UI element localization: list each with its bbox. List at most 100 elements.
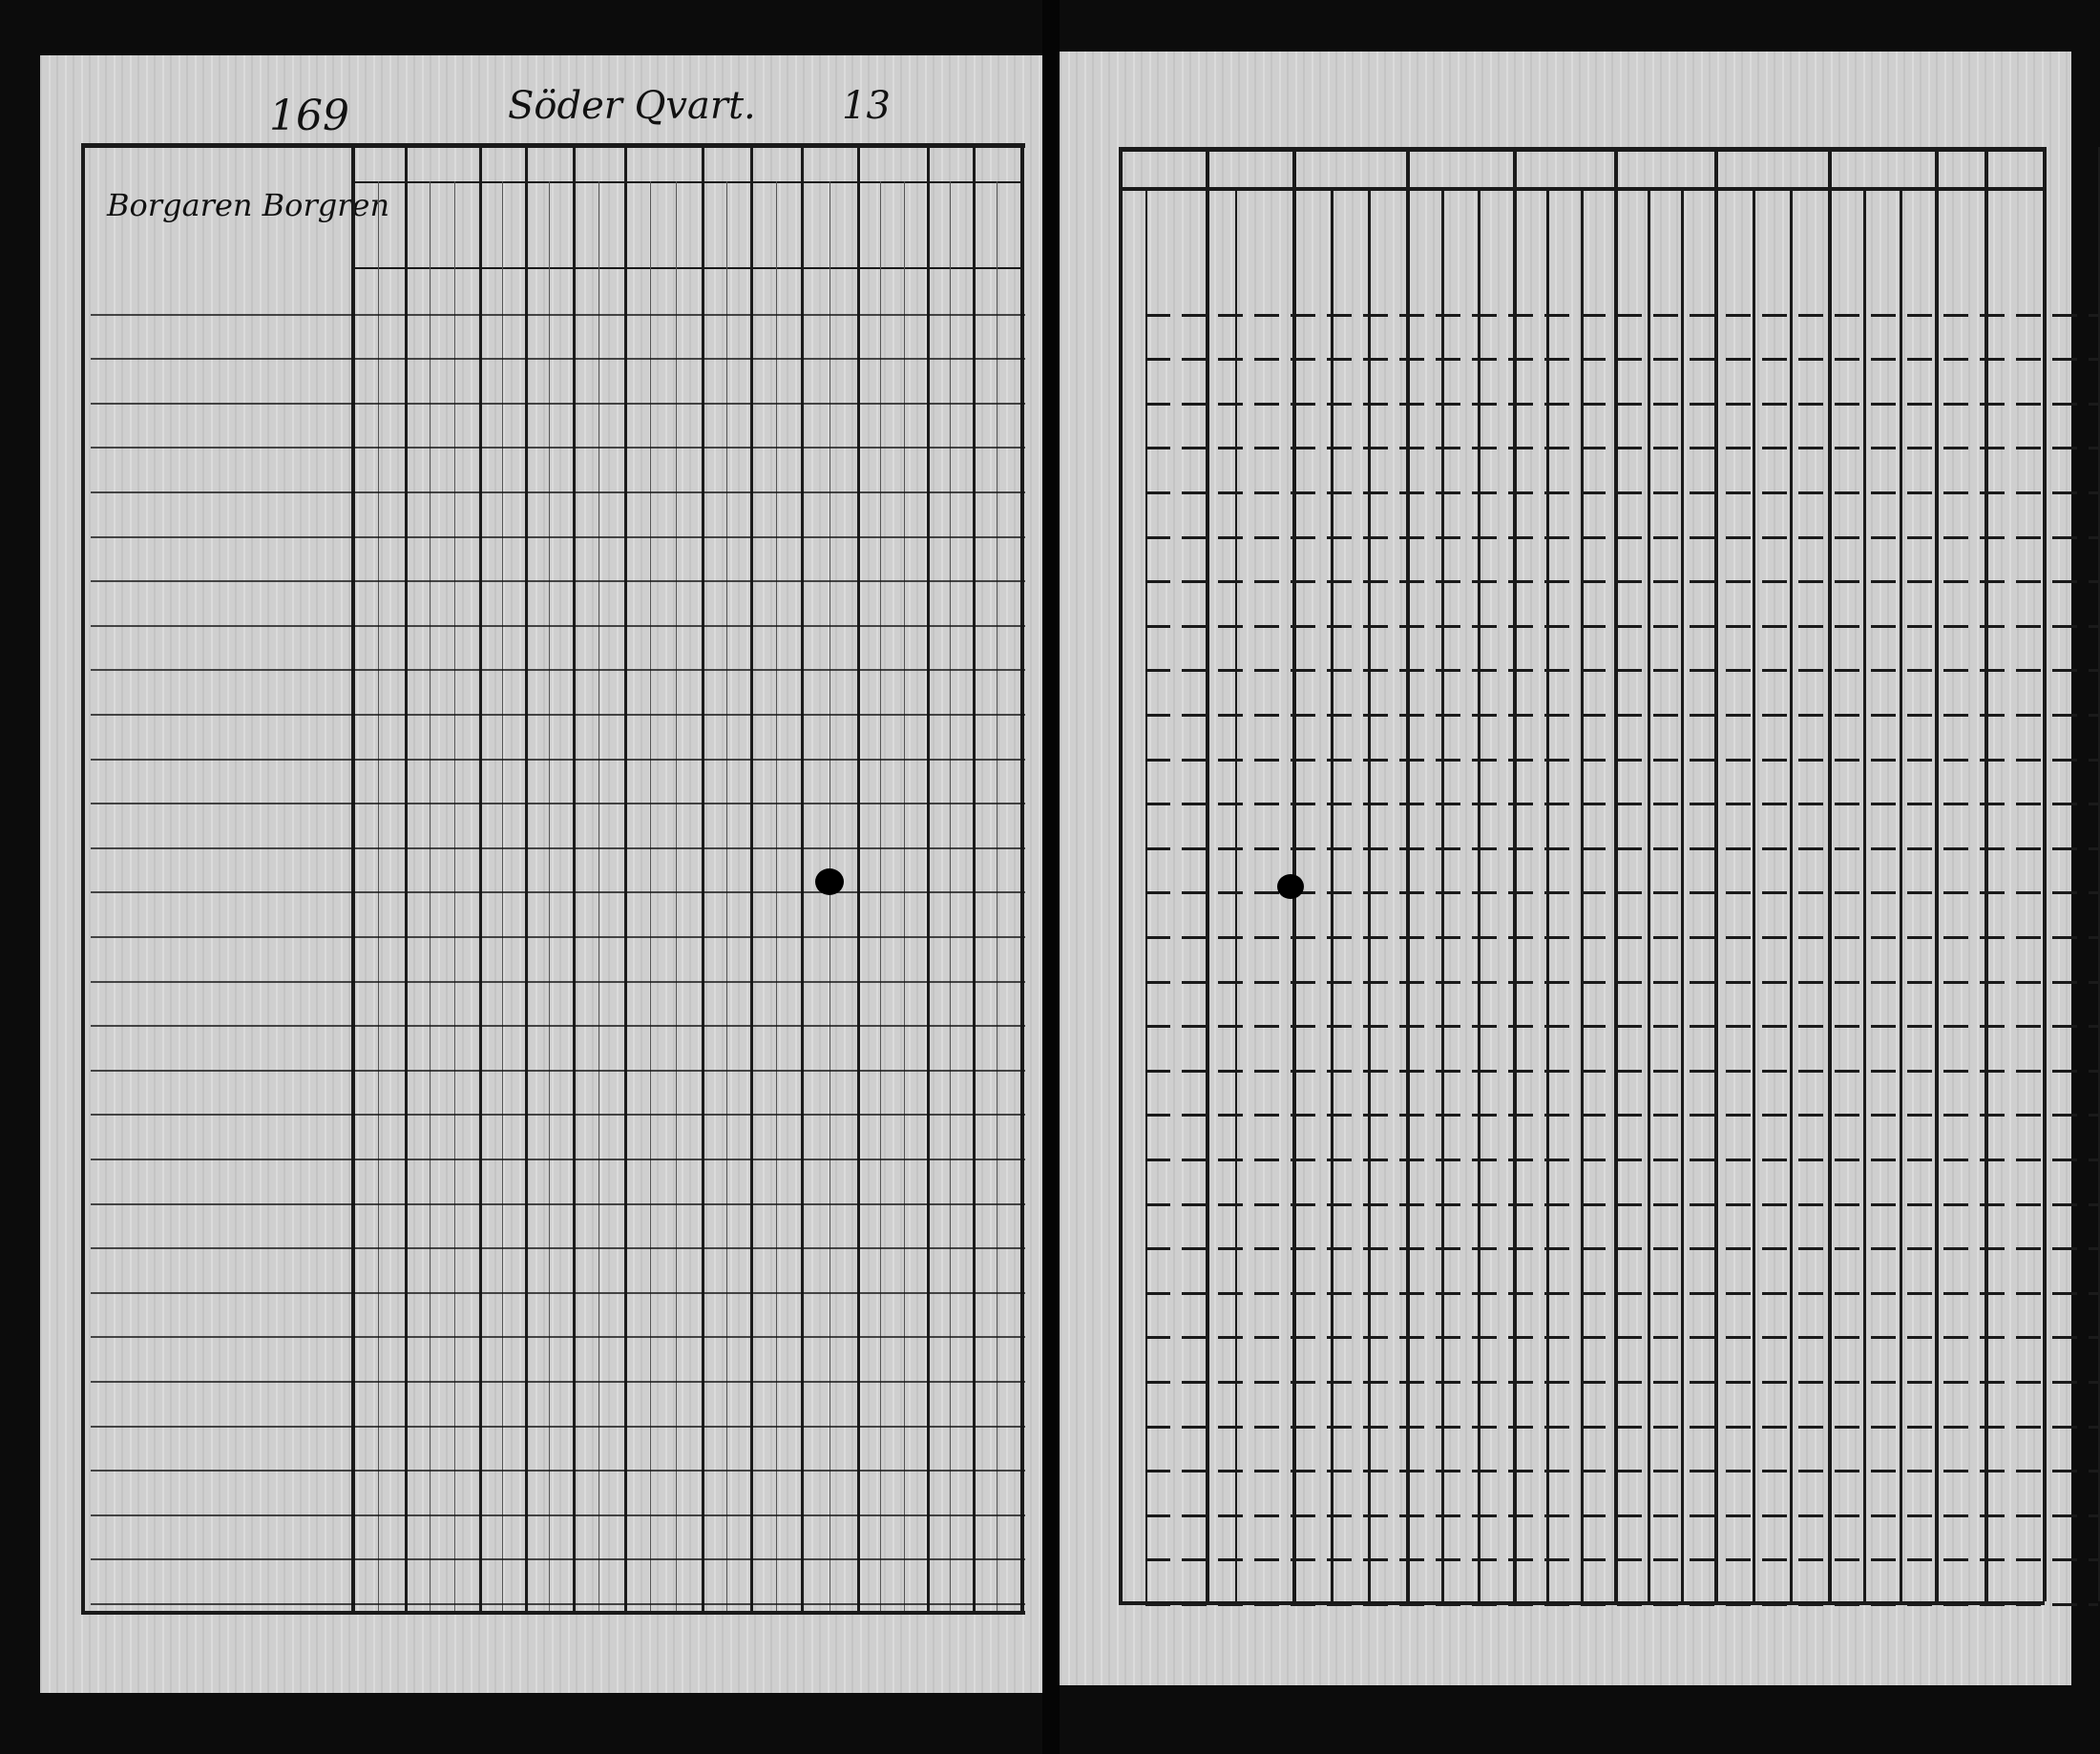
column-border <box>801 143 804 1611</box>
row-rule <box>1145 1025 2098 1029</box>
column-subheader <box>728 187 751 263</box>
row-rule <box>91 758 1025 761</box>
row-rule <box>1145 580 2098 584</box>
row-rule <box>91 891 1025 894</box>
column-border <box>479 143 482 1611</box>
column-border <box>750 143 753 1611</box>
subcolumn-line <box>378 181 379 1611</box>
column-border <box>1513 147 1517 1601</box>
row-rule <box>1145 1247 2098 1251</box>
row-rule <box>1145 1558 2098 1562</box>
row-rule <box>91 669 1025 672</box>
column-subheader <box>859 187 880 263</box>
column-border <box>573 143 576 1611</box>
subcolumn-line <box>880 181 882 1611</box>
column-subheader <box>626 187 650 263</box>
register-row <box>1060 629 2100 674</box>
column-subheader <box>831 187 858 263</box>
row-rule <box>91 1025 1025 1028</box>
row-rule <box>1145 669 2098 673</box>
subcolumn-line <box>598 181 599 1611</box>
column-border <box>1020 143 1024 1611</box>
column-border <box>702 143 704 1611</box>
ink-blot <box>1277 874 1304 899</box>
register-row <box>1060 1207 2100 1252</box>
row-rule <box>1145 936 2098 939</box>
row-rule <box>91 1336 1025 1339</box>
column-border <box>1714 147 1718 1601</box>
register-row <box>1060 540 2100 585</box>
column-border <box>525 143 528 1611</box>
column-subheader <box>380 187 405 263</box>
register-row <box>40 677 1033 721</box>
row-rule <box>1145 846 2098 850</box>
row-rule <box>1145 980 2098 984</box>
subcolumn-line <box>650 181 651 1611</box>
column-subheader <box>527 187 549 263</box>
register-row <box>40 1121 1033 1166</box>
row-rule <box>1145 1114 2098 1117</box>
row-rule <box>91 1470 1025 1472</box>
register-row <box>1060 495 2100 540</box>
register-row <box>1060 362 2100 407</box>
row-rule <box>1145 535 2098 539</box>
column-subheader <box>752 187 776 263</box>
ink-blot <box>815 868 844 895</box>
register-row <box>40 766 1033 811</box>
column-border <box>927 143 930 1611</box>
right-page <box>1060 52 2100 1685</box>
register-row <box>40 1255 1033 1300</box>
column-subheader <box>778 187 802 263</box>
register-row <box>1060 940 2100 985</box>
row-rule <box>1145 1336 2098 1340</box>
register-row <box>40 810 1033 855</box>
row-rule <box>1145 891 2098 895</box>
column-border <box>973 143 976 1611</box>
row-rule <box>1145 491 2098 494</box>
column-subheader <box>575 187 598 263</box>
column-border <box>857 143 860 1611</box>
column-border <box>1406 147 1410 1601</box>
table-bottom-border <box>81 1611 1025 1615</box>
column-subheader <box>929 187 950 263</box>
row-rule <box>1145 1425 2098 1429</box>
column-subheader <box>456 187 479 263</box>
row-rule <box>1145 313 2098 317</box>
row-rule <box>91 1247 1025 1250</box>
row-rule <box>91 980 1025 983</box>
register-row <box>40 721 1033 766</box>
subcolumn-line <box>549 181 550 1611</box>
column-subheader <box>704 187 726 263</box>
register-row <box>1060 407 2100 451</box>
subcolumn-line <box>725 181 727 1611</box>
subcolumn-line <box>454 181 455 1611</box>
column-subheader <box>407 187 430 263</box>
register-row <box>40 944 1033 989</box>
register-row <box>40 365 1033 410</box>
subcolumn-line <box>502 181 503 1611</box>
register-row <box>40 277 1033 322</box>
column-subheader <box>600 187 624 263</box>
register-row <box>1060 1251 2100 1296</box>
row-rule <box>91 1159 1025 1160</box>
row-rule <box>1145 758 2098 762</box>
column-subheader <box>998 187 1020 263</box>
row-rule <box>91 803 1025 805</box>
row-rule <box>1145 1291 2098 1295</box>
register-row <box>1060 851 2100 896</box>
column-border <box>1206 147 1209 1601</box>
register-row <box>40 633 1033 678</box>
subcolumn-line <box>997 181 998 1611</box>
column-subheader <box>652 187 676 263</box>
column-border <box>351 143 355 1611</box>
row-rule <box>91 580 1025 583</box>
column-subheader <box>975 187 997 263</box>
register-row <box>1060 318 2100 363</box>
register-row <box>40 1077 1033 1122</box>
column-border <box>2043 147 2047 1601</box>
column-border <box>1614 147 1618 1601</box>
row-rule <box>1145 447 2098 450</box>
column-border <box>624 143 627 1611</box>
column-subheader <box>952 187 973 263</box>
district-title: Söder Qvart. <box>508 84 756 128</box>
